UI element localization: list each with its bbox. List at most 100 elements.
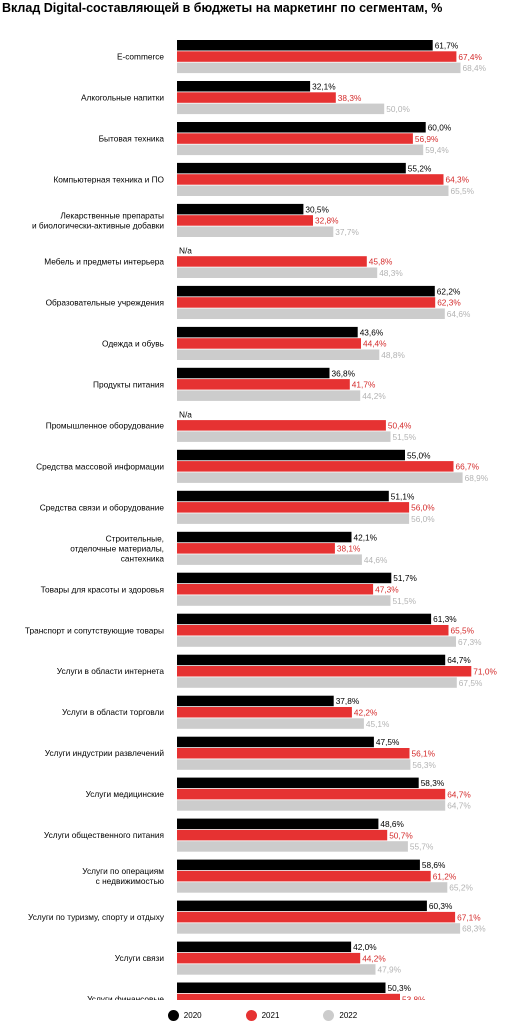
category-label: Мебель и предметы интерьера — [44, 256, 164, 266]
category-group: Услуги в области интернета 64,7%71,0%67,5… — [57, 654, 497, 688]
bar-2022 — [177, 718, 364, 729]
bar-2022 — [177, 636, 456, 647]
category-label: E-commerce — [117, 52, 164, 62]
bar-2021 — [177, 666, 472, 677]
bar-2022 — [177, 431, 391, 442]
bar-2020 — [177, 162, 406, 174]
data-label-2022: 67,3% — [458, 637, 482, 647]
bar-2020 — [177, 40, 433, 51]
category-group: Компьютерная техника и ПО 55,2% 64,3%65,5% — [53, 162, 475, 196]
data-label-2020: 47,5% — [376, 737, 400, 747]
bar-2020 — [177, 572, 392, 584]
bar-2020 — [177, 695, 334, 707]
bar-2021 — [177, 993, 400, 1000]
bar-2021 — [177, 338, 361, 349]
category-label: Услуги по туризму, спорту и отдыху — [28, 912, 165, 922]
category-group: Товары для красоты и здоровья 51,7% 47,3%5… — [41, 572, 417, 606]
category-label: Услуги медицинские — [86, 789, 165, 799]
data-label-2022: 68,4% — [463, 63, 487, 73]
bar-2022 — [177, 390, 361, 401]
data-label-2021: 38,1% — [337, 544, 361, 554]
chart-title: Вклад Digital-составляющей в бюджеты на … — [2, 1, 443, 15]
bar-2022 — [177, 308, 445, 319]
data-label-2021: 50,4% — [388, 421, 412, 431]
data-label-2020: 61,3% — [433, 614, 457, 624]
legend-swatch-2020 — [167, 1010, 179, 1021]
category-group: Мебель и предметы интерьера N/a 45,8%48,3% — [44, 245, 403, 278]
data-label-2022: 65,2% — [449, 883, 473, 893]
data-label-2020: 55,2% — [408, 163, 432, 173]
legend-swatch-2021 — [245, 1010, 257, 1021]
bar-2022 — [177, 882, 448, 893]
category-group: Средства связи и оборудование 51,1% 56,0%5… — [40, 490, 435, 524]
data-label-2020: 62,2% — [437, 286, 461, 296]
category-label: Товары для красоты и здоровья — [41, 584, 164, 594]
category-label: Алкогольные напитки — [81, 93, 164, 103]
legend-item-2022: 2022 — [323, 1010, 357, 1021]
bar-2021 — [177, 707, 352, 718]
category-label: Транспорт и сопутствующие товары — [25, 625, 164, 635]
category-group: Алкогольные напитки 32,1%38,3% 50,0% — [81, 81, 410, 115]
data-label-2021: 66,7% — [456, 462, 480, 472]
category-group: Продукты питания 36,8% 41,7%44,2% — [93, 367, 386, 401]
bar-chart-svg: E-commerce 61,7%67,4%68,4% Алкогольные нап… — [25, 40, 497, 1000]
data-label-2021: 45,8% — [369, 257, 393, 267]
bar-2021 — [177, 502, 410, 513]
data-label-2022: 45,1% — [366, 719, 390, 729]
data-label-2022: 68,3% — [462, 924, 486, 934]
data-label-2021: 44,4% — [363, 339, 387, 349]
bar-2020 — [177, 941, 352, 953]
bar-2022 — [177, 144, 424, 156]
category-group: Услуги общественного питания 48,6%50,7% 55… — [44, 818, 434, 852]
data-label-2021: 61,2% — [433, 871, 457, 881]
bar-2021 — [177, 420, 386, 431]
legend-item-2021: 2021 — [245, 1010, 279, 1021]
data-label-2020: 43,6% — [360, 327, 384, 337]
data-label-2022: 47,9% — [378, 965, 402, 975]
data-label-2022: 50,0% — [386, 104, 410, 114]
bar-2020 — [177, 490, 389, 502]
bar-2021 — [177, 952, 361, 964]
category-label: Услуги индустрии развлечений — [45, 748, 165, 758]
data-label-2022: 65,5% — [451, 186, 475, 196]
data-label-2020: 36,8% — [332, 368, 356, 378]
data-label-2022: 67,5% — [459, 678, 483, 688]
category-group: Услуги по туризму, спорту и отдыху 60,3% 6… — [28, 900, 486, 934]
bar-2021 — [177, 133, 413, 144]
category-label: Услуги общественного питания — [44, 830, 164, 840]
data-label-2020: 32,1% — [312, 82, 336, 92]
category-label: Средства связи и оборудование — [40, 502, 165, 512]
bar-2021 — [177, 543, 335, 554]
category-label: Бытовая техника — [99, 134, 165, 144]
category-group: Одежда и обувь 43,6% 44,4%48,8% — [102, 326, 405, 360]
bar-2022 — [177, 62, 461, 74]
bar-2020 — [177, 449, 405, 461]
bar-2021 — [177, 870, 431, 882]
data-label-2020: 58,6% — [422, 860, 446, 870]
data-label-2022: 51,5% — [393, 596, 417, 606]
bar-2020 — [177, 285, 435, 297]
bar-2021 — [177, 584, 374, 595]
data-label-2020: 51,7% — [393, 573, 417, 583]
category-label: Компьютерная техника и ПО — [53, 175, 164, 185]
category-label: Промышленное оборудование — [46, 420, 165, 430]
category-group: Средства массовой информации 55,0% 66,7%68… — [36, 449, 489, 483]
bar-2020 — [177, 736, 374, 748]
bar-2021 — [177, 625, 449, 636]
category-group: Промышленное оборудование N/a 50,4%51,5% — [46, 409, 417, 442]
legend-label-2022: 2022 — [339, 1011, 358, 1020]
data-label-2020: N/a — [179, 409, 192, 419]
category-label: Лекарственные препараты и биологически-ак… — [32, 211, 164, 231]
data-label-2021: 42,2% — [354, 708, 378, 718]
bar-2022 — [177, 964, 376, 975]
bar-2020 — [177, 122, 426, 133]
data-label-2022: 48,8% — [381, 350, 405, 360]
data-label-2020: 55,0% — [407, 450, 431, 460]
bar-2020 — [177, 900, 427, 912]
bar-2021 — [177, 174, 444, 185]
data-label-2021: 50,7% — [389, 830, 413, 840]
bar-2020 — [177, 982, 386, 993]
data-label-2022: 55,7% — [410, 842, 434, 852]
category-label: Средства массовой информации — [36, 461, 164, 471]
bar-2020 — [177, 203, 304, 215]
